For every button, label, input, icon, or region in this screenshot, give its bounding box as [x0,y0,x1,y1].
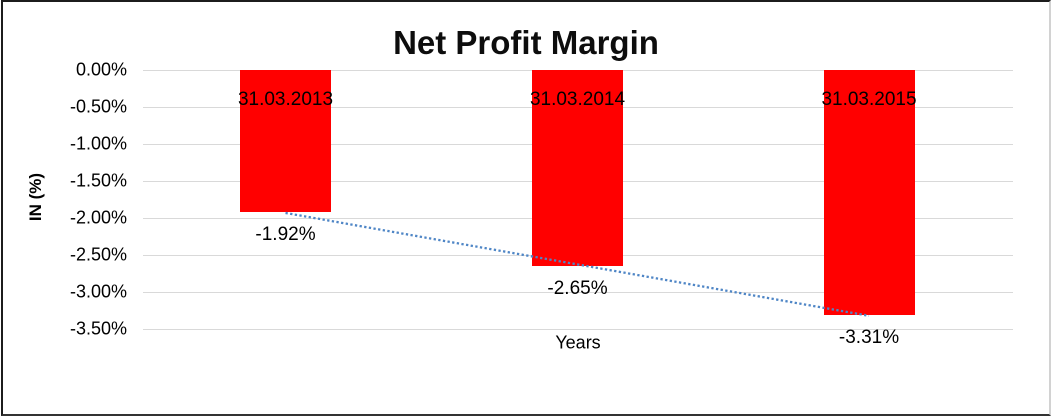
value-label: -3.31% [838,326,900,348]
value-label: -1.92% [255,224,316,246]
y-tick-label: -2.50% [69,244,127,265]
category-label: 31.03.2013 [237,89,334,110]
plot-area: 31.03.2013 -1.92% 31.03.2014 -2.65% 31.03.20… [143,70,1013,348]
gridline [143,329,1013,330]
y-tick-label: -3.00% [69,281,127,302]
category-label: 31.03.2015 [821,89,917,110]
y-tick-label: -2.00% [69,207,127,228]
value-label: -2.65% [547,278,608,300]
y-axis-tick-labels: 0.00% -0.50% -1.00% -1.50% -2.00% -2.50% -3.00… [30,60,127,339]
x-axis-title: Years [555,332,601,353]
y-tick-label: -0.50% [69,96,127,117]
y-tick-label: -3.50% [69,318,127,339]
chart-title: Net Profit Margin [393,24,659,61]
bar-31.03.2013 [240,70,331,213]
y-tick-label: 0.00% [75,59,127,80]
y-tick-label: -1.50% [69,170,127,191]
category-label: 31.03.2014 [529,89,626,110]
y-tick-label: -1.00% [69,133,127,154]
